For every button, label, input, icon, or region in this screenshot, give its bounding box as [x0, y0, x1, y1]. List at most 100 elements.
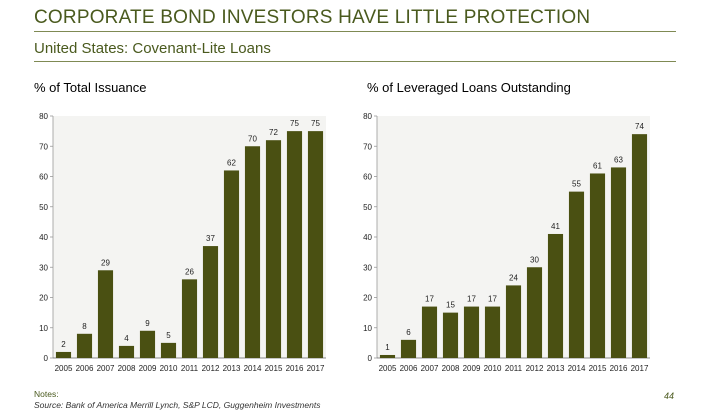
- bar: [181, 279, 198, 358]
- bar: [118, 345, 135, 358]
- data-label: 2: [61, 340, 66, 349]
- data-label: 72: [269, 128, 278, 137]
- data-label: 6: [406, 328, 411, 337]
- bar: [160, 342, 177, 358]
- x-tick-label: 2013: [547, 364, 565, 373]
- x-tick-label: 2007: [97, 364, 115, 373]
- data-label: 74: [635, 122, 644, 131]
- bar: [589, 173, 606, 358]
- bar: [631, 134, 648, 358]
- y-tick-label: 70: [363, 142, 372, 151]
- bar: [400, 339, 417, 358]
- bar: [265, 140, 282, 358]
- bar: [442, 312, 459, 358]
- data-label: 62: [227, 158, 236, 167]
- data-label: 9: [145, 319, 150, 328]
- y-tick-label: 10: [363, 324, 372, 333]
- y-tick-label: 20: [39, 294, 48, 303]
- x-tick-label: 2006: [400, 364, 418, 373]
- x-tick-label: 2014: [244, 364, 262, 373]
- x-tick-label: 2016: [286, 364, 304, 373]
- data-label: 70: [248, 134, 257, 143]
- data-label: 1: [385, 343, 390, 352]
- x-tick-label: 2007: [421, 364, 439, 373]
- y-tick-label: 80: [363, 112, 372, 121]
- data-label: 63: [614, 155, 623, 164]
- bar: [202, 246, 219, 358]
- data-label: 26: [185, 267, 194, 276]
- x-tick-label: 2010: [484, 364, 502, 373]
- x-tick-label: 2011: [505, 364, 523, 373]
- x-tick-label: 2012: [526, 364, 544, 373]
- data-label: 55: [572, 180, 581, 189]
- data-label: 4: [124, 334, 129, 343]
- data-label: 5: [166, 331, 171, 340]
- bar: [55, 351, 72, 358]
- data-label: 37: [206, 234, 215, 243]
- notes-label: Notes:: [34, 389, 59, 399]
- data-label: 17: [488, 295, 497, 304]
- data-label: 17: [467, 295, 476, 304]
- y-tick-label: 30: [363, 263, 372, 272]
- bar: [421, 306, 438, 358]
- y-tick-label: 50: [363, 203, 372, 212]
- x-tick-label: 2017: [631, 364, 649, 373]
- x-tick-label: 2005: [379, 364, 397, 373]
- bar: [76, 333, 93, 358]
- subtitle-divider: [34, 61, 676, 62]
- left-chart-title: % of Total Issuance: [34, 80, 147, 95]
- y-tick-label: 40: [363, 233, 372, 242]
- y-tick-label: 40: [39, 233, 48, 242]
- bar: [139, 330, 156, 358]
- x-tick-label: 2015: [265, 364, 283, 373]
- bar: [484, 306, 501, 358]
- y-tick-label: 20: [363, 294, 372, 303]
- bar: [610, 167, 627, 358]
- y-tick-label: 50: [39, 203, 48, 212]
- x-tick-label: 2005: [55, 364, 73, 373]
- y-tick-label: 10: [39, 324, 48, 333]
- bar: [286, 131, 303, 358]
- data-label: 15: [446, 301, 455, 310]
- y-tick-label: 30: [39, 263, 48, 272]
- data-label: 8: [82, 322, 87, 331]
- x-tick-label: 2014: [568, 364, 586, 373]
- page-title: CORPORATE BOND INVESTORS HAVE LITTLE PRO…: [34, 7, 591, 28]
- page-subtitle: United States: Covenant-Lite Loans: [34, 40, 271, 57]
- bar: [568, 191, 585, 358]
- bar: [223, 170, 240, 358]
- x-tick-label: 2013: [223, 364, 241, 373]
- bar: [505, 285, 522, 358]
- bar: [379, 354, 396, 358]
- title-divider: [34, 31, 676, 32]
- bar: [307, 131, 324, 358]
- x-tick-label: 2015: [589, 364, 607, 373]
- data-label: 75: [311, 119, 320, 128]
- data-label: 24: [509, 273, 518, 282]
- page-number: 44: [663, 391, 674, 401]
- x-tick-label: 2008: [442, 364, 460, 373]
- y-tick-label: 70: [39, 142, 48, 151]
- data-label: 17: [425, 295, 434, 304]
- x-tick-label: 2010: [160, 364, 178, 373]
- x-tick-label: 2017: [307, 364, 325, 373]
- data-label: 29: [101, 258, 110, 267]
- y-tick-label: 0: [44, 354, 49, 363]
- x-tick-label: 2009: [139, 364, 157, 373]
- y-tick-label: 60: [39, 173, 48, 182]
- x-tick-label: 2016: [610, 364, 628, 373]
- x-tick-label: 2008: [118, 364, 136, 373]
- y-tick-label: 60: [363, 173, 372, 182]
- y-tick-label: 80: [39, 112, 48, 121]
- x-tick-label: 2012: [202, 364, 220, 373]
- data-label: 30: [530, 255, 539, 264]
- y-tick-label: 0: [368, 354, 373, 363]
- bar: [547, 233, 564, 358]
- bar: [97, 270, 114, 358]
- bar: [526, 267, 543, 358]
- data-label: 41: [551, 222, 560, 231]
- x-tick-label: 2011: [181, 364, 199, 373]
- data-label: 61: [593, 161, 602, 170]
